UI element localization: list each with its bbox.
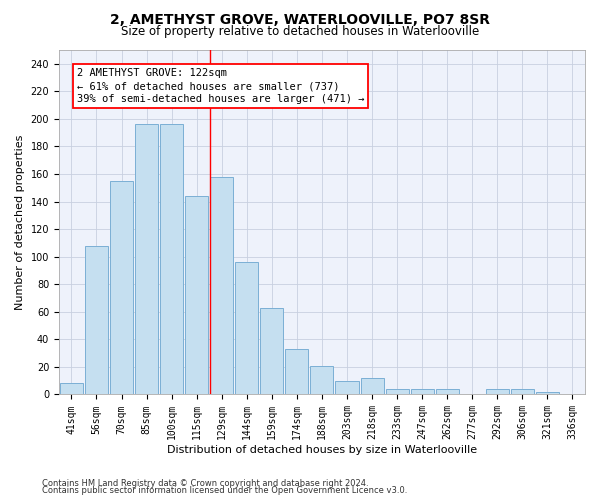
Bar (160, 124, 183, 394)
Bar (410, 389, 434, 394)
Bar (335, 380, 359, 394)
Bar (185, 196, 208, 394)
Text: 2, AMETHYST GROVE, WATERLOOVILLE, PO7 8SR: 2, AMETHYST GROVE, WATERLOOVILLE, PO7 8S… (110, 12, 490, 26)
Bar (310, 366, 334, 394)
Bar (135, 124, 158, 394)
Bar (386, 389, 409, 394)
Text: Size of property relative to detached houses in Waterlooville: Size of property relative to detached ho… (121, 25, 479, 38)
Bar (486, 389, 509, 394)
Text: 2 AMETHYST GROVE: 122sqm
← 61% of detached houses are smaller (737)
39% of semi-: 2 AMETHYST GROVE: 122sqm ← 61% of detach… (77, 68, 364, 104)
Bar (286, 349, 308, 395)
Bar (85, 246, 108, 394)
Bar (361, 378, 383, 394)
Bar (60, 384, 83, 394)
Bar (511, 389, 534, 394)
Text: Contains HM Land Registry data © Crown copyright and database right 2024.: Contains HM Land Registry data © Crown c… (42, 478, 368, 488)
Bar (260, 308, 283, 394)
Bar (436, 389, 459, 394)
X-axis label: Distribution of detached houses by size in Waterlooville: Distribution of detached houses by size … (167, 445, 477, 455)
Text: Contains public sector information licensed under the Open Government Licence v3: Contains public sector information licen… (42, 486, 407, 495)
Y-axis label: Number of detached properties: Number of detached properties (15, 134, 25, 310)
Bar (110, 181, 133, 394)
Bar (536, 392, 559, 394)
Bar (235, 262, 259, 394)
Bar (210, 177, 233, 394)
